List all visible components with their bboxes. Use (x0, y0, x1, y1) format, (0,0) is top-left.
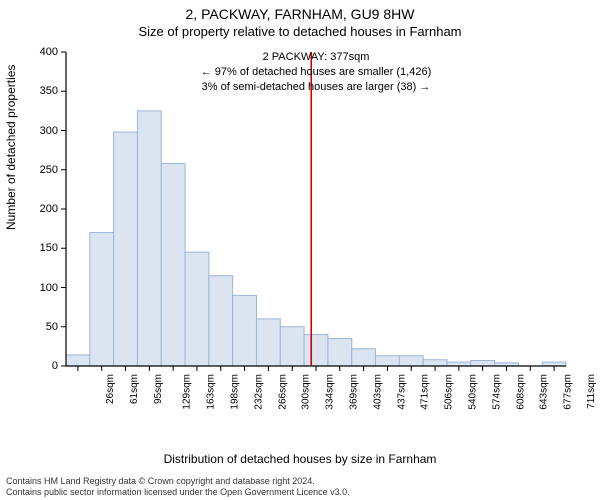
x-tick-label: 198sqm (230, 374, 241, 410)
bar (161, 163, 185, 366)
bar (376, 356, 400, 366)
y-tick-label: 100 (40, 282, 58, 294)
x-tick-label: 369sqm (349, 374, 360, 410)
annotation-line2: ← 97% of detached houses are smaller (1,… (176, 65, 456, 80)
x-tick-label: 506sqm (444, 374, 455, 410)
bar (399, 356, 423, 366)
x-tick-label: 95sqm (153, 374, 164, 404)
bar (233, 295, 257, 366)
bar (256, 319, 280, 366)
x-tick-label: 677sqm (563, 374, 574, 410)
x-tick-label: 26sqm (105, 374, 116, 404)
x-tick-label: 163sqm (206, 374, 217, 410)
annotation-line1: 2 PACKWAY: 377sqm (176, 50, 456, 65)
bar (328, 339, 352, 366)
y-axis-label: Number of detached properties (4, 65, 18, 230)
bar (66, 355, 90, 366)
bar (423, 360, 447, 366)
x-tick-label: 471sqm (420, 374, 431, 410)
bar (137, 111, 161, 366)
x-tick-label: 266sqm (277, 374, 288, 410)
annotation-line3: 3% of semi-detached houses are larger (3… (176, 80, 456, 95)
bar (185, 252, 209, 366)
bar (90, 233, 114, 366)
x-tick-label: 574sqm (491, 374, 502, 410)
footer-line1: Contains HM Land Registry data © Crown c… (6, 476, 350, 487)
bar (471, 361, 495, 366)
y-tick-label: 400 (40, 46, 58, 58)
x-axis-label: Distribution of detached houses by size … (0, 452, 600, 466)
x-tick-label: 61sqm (129, 374, 140, 404)
y-tick-label: 0 (52, 360, 58, 372)
histogram-svg (56, 46, 570, 416)
y-tick-label: 150 (40, 242, 58, 254)
bar (209, 276, 233, 366)
bar (114, 132, 138, 366)
x-tick-label: 711sqm (586, 374, 597, 409)
chart-annotation: 2 PACKWAY: 377sqm ← 97% of detached hous… (176, 50, 456, 95)
footer-line2: Contains public sector information licen… (6, 487, 350, 498)
page-address-title: 2, PACKWAY, FARNHAM, GU9 8HW (0, 0, 600, 22)
x-tick-label: 608sqm (515, 374, 526, 410)
x-tick-label: 437sqm (396, 374, 407, 410)
x-tick-label: 232sqm (253, 374, 264, 410)
page-subtitle: Size of property relative to detached ho… (0, 22, 600, 39)
y-tick-label: 50 (46, 321, 58, 333)
bar (304, 335, 328, 366)
bar (352, 349, 376, 366)
bar (280, 327, 304, 366)
x-tick-label: 334sqm (325, 374, 336, 410)
y-tick-label: 200 (40, 203, 58, 215)
x-tick-label: 129sqm (182, 374, 193, 410)
y-tick-label: 300 (40, 125, 58, 137)
y-tick-label: 250 (40, 164, 58, 176)
y-tick-label: 350 (40, 85, 58, 97)
footer-attribution: Contains HM Land Registry data © Crown c… (6, 476, 350, 499)
x-tick-label: 540sqm (468, 374, 479, 410)
x-tick-label: 403sqm (372, 374, 383, 410)
x-tick-label: 643sqm (539, 374, 550, 410)
chart-plot-area: 2 PACKWAY: 377sqm ← 97% of detached hous… (56, 46, 570, 416)
x-tick-label: 300sqm (301, 374, 312, 410)
